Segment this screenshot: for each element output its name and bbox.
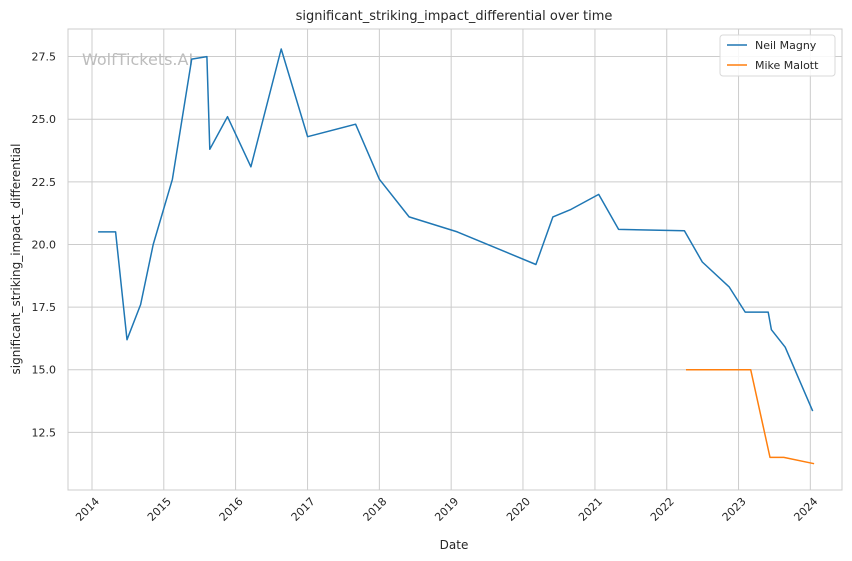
x-tick-label: 2014: [73, 495, 102, 524]
x-tick-label: 2018: [361, 495, 390, 524]
x-tick-label: 2019: [432, 495, 461, 524]
x-tick-label: 2021: [576, 495, 605, 524]
x-tick-label: 2016: [217, 495, 246, 524]
y-tick-label: 20.0: [32, 238, 57, 251]
watermark: WolfTickets.AI: [82, 50, 193, 69]
y-tick-label: 12.5: [32, 426, 57, 439]
x-tick-label: 2024: [791, 495, 820, 524]
axes-frame: [67, 28, 843, 491]
x-tick-label: 2020: [504, 495, 533, 524]
legend-box: [719, 34, 836, 77]
legend-label: Mike Malott: [755, 59, 819, 72]
x-axis-ticks: 2014 2015 2016 2017 2018 2019 2020 2021 2022 2023…: [73, 495, 820, 524]
x-tick-label: 2023: [720, 495, 749, 524]
plot-frame: [67, 28, 843, 491]
x-tick-label: 2022: [648, 495, 677, 524]
y-tick-label: 17.5: [32, 301, 57, 314]
y-axis-ticks: 12.5 15.0 17.5 20.0 22.5 25.0 27.5: [32, 51, 57, 440]
legend: Neil Magny Mike Malott: [719, 34, 836, 77]
x-tick-label: 2017: [289, 495, 318, 524]
y-tick-label: 22.5: [32, 176, 57, 189]
series-layer: [98, 48, 815, 465]
legend-label: Neil Magny: [755, 39, 817, 52]
y-tick-label: 25.0: [32, 113, 57, 126]
series-line-1: [686, 368, 815, 465]
chart-title: significant_striking_impact_differential…: [296, 9, 613, 24]
y-tick-label: 15.0: [32, 364, 57, 377]
x-axis-label: Date: [440, 538, 469, 552]
grid-lines: [68, 29, 842, 490]
y-axis-label: significant_striking_impact_differential: [9, 144, 23, 375]
series-line-0: [98, 48, 814, 412]
x-tick-label: 2015: [145, 495, 174, 524]
y-tick-label: 27.5: [32, 51, 57, 64]
